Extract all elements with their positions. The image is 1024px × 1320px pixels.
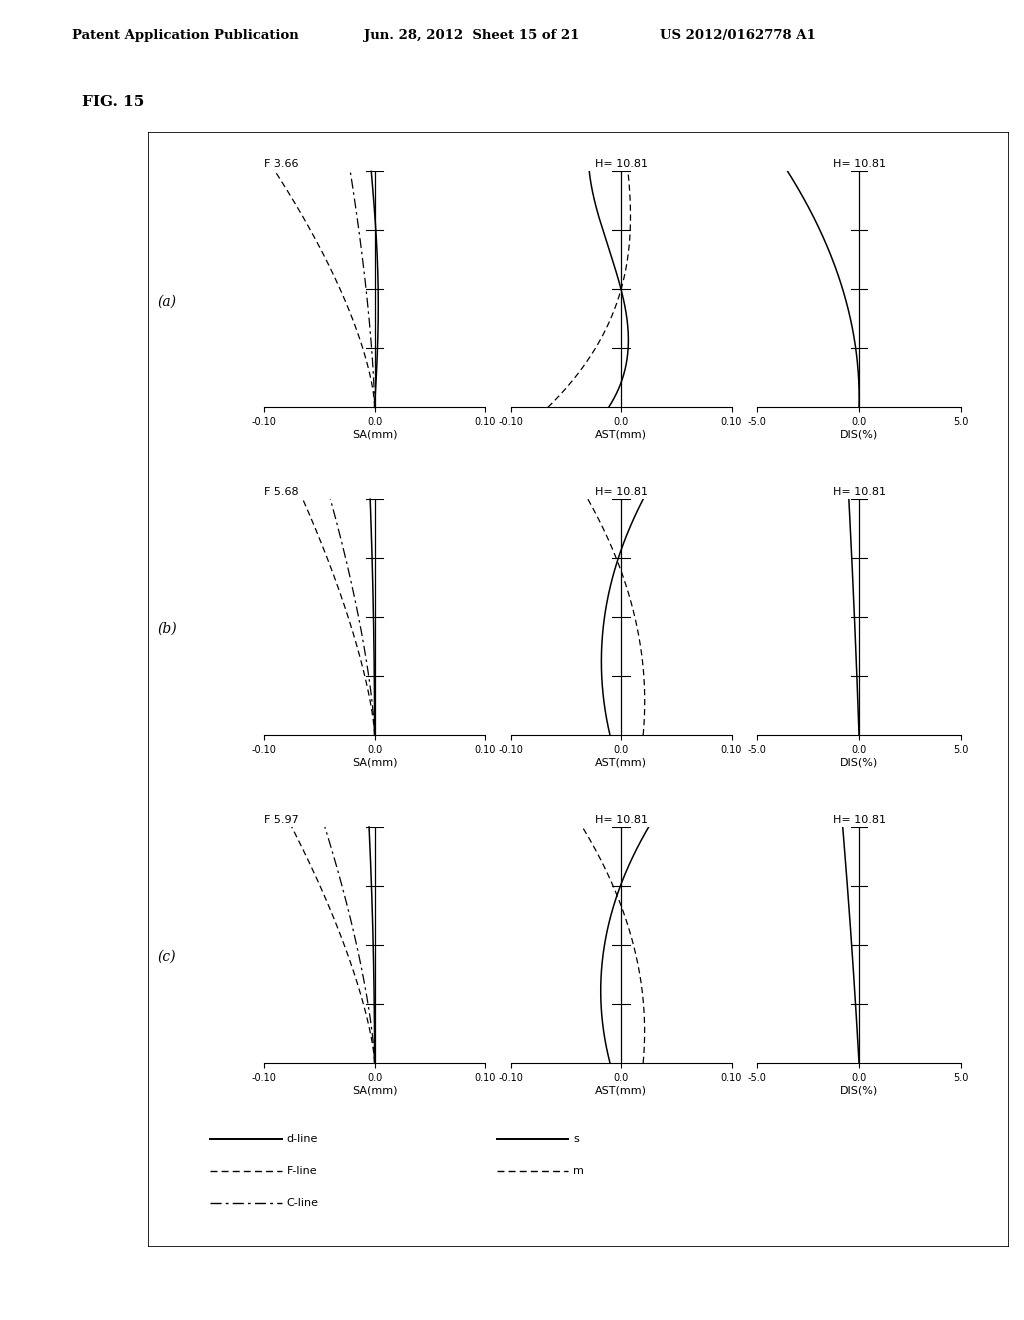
Title: H= 10.81: H= 10.81 xyxy=(595,487,647,498)
X-axis label: DIS(%): DIS(%) xyxy=(840,430,879,440)
Text: (c): (c) xyxy=(158,950,176,964)
Title: H= 10.81: H= 10.81 xyxy=(595,160,647,169)
Title: H= 10.81: H= 10.81 xyxy=(595,814,647,825)
X-axis label: DIS(%): DIS(%) xyxy=(840,1085,879,1096)
Text: US 2012/0162778 A1: US 2012/0162778 A1 xyxy=(660,29,816,42)
Text: F 5.68: F 5.68 xyxy=(264,487,299,498)
X-axis label: DIS(%): DIS(%) xyxy=(840,758,879,768)
Text: s: s xyxy=(573,1134,580,1144)
Text: C-line: C-line xyxy=(287,1197,318,1208)
Text: (b): (b) xyxy=(157,622,177,636)
X-axis label: SA(mm): SA(mm) xyxy=(352,430,397,440)
Text: (a): (a) xyxy=(158,294,176,308)
X-axis label: AST(mm): AST(mm) xyxy=(595,1085,647,1096)
X-axis label: SA(mm): SA(mm) xyxy=(352,758,397,768)
Text: FIG. 15: FIG. 15 xyxy=(82,95,144,110)
Text: d-line: d-line xyxy=(287,1134,318,1144)
Text: F 3.66: F 3.66 xyxy=(264,160,299,169)
X-axis label: SA(mm): SA(mm) xyxy=(352,1085,397,1096)
X-axis label: AST(mm): AST(mm) xyxy=(595,430,647,440)
Text: m: m xyxy=(573,1166,585,1176)
Text: F-line: F-line xyxy=(287,1166,317,1176)
Title: H= 10.81: H= 10.81 xyxy=(833,814,886,825)
Text: Jun. 28, 2012  Sheet 15 of 21: Jun. 28, 2012 Sheet 15 of 21 xyxy=(364,29,579,42)
Text: F 5.97: F 5.97 xyxy=(264,814,299,825)
Title: H= 10.81: H= 10.81 xyxy=(833,487,886,498)
Title: H= 10.81: H= 10.81 xyxy=(833,160,886,169)
X-axis label: AST(mm): AST(mm) xyxy=(595,758,647,768)
Text: Patent Application Publication: Patent Application Publication xyxy=(72,29,298,42)
